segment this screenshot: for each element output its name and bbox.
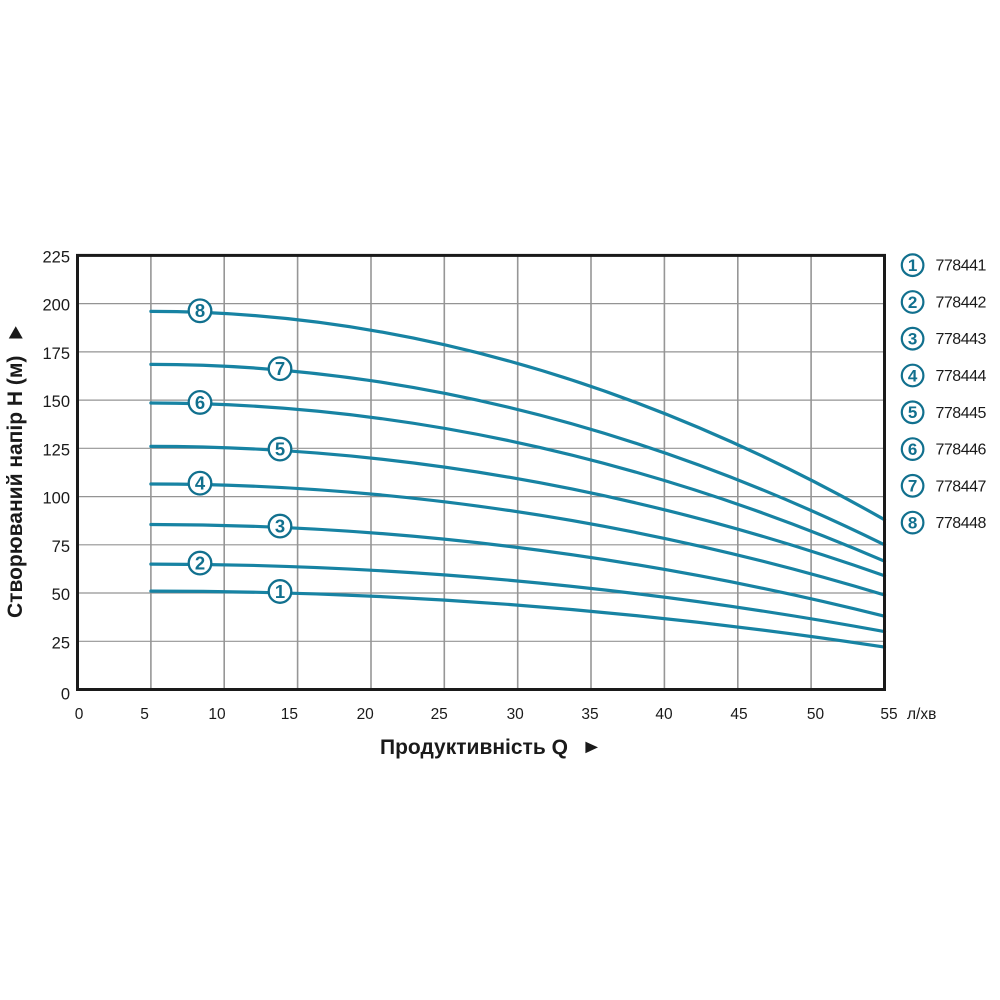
svg-text:75: 75 xyxy=(52,538,70,556)
svg-text:2: 2 xyxy=(908,293,917,312)
svg-text:45: 45 xyxy=(730,706,747,723)
svg-text:4: 4 xyxy=(195,473,206,494)
svg-text:778443: 778443 xyxy=(936,331,987,348)
svg-text:225: 225 xyxy=(42,249,70,267)
svg-text:100: 100 xyxy=(42,490,70,508)
svg-text:778445: 778445 xyxy=(936,405,987,422)
svg-text:20: 20 xyxy=(357,706,375,723)
svg-text:778444: 778444 xyxy=(936,368,987,385)
svg-text:8: 8 xyxy=(195,300,205,321)
svg-text:55: 55 xyxy=(880,706,897,723)
svg-text:4: 4 xyxy=(908,366,918,385)
svg-text:15: 15 xyxy=(281,706,298,723)
svg-text:778441: 778441 xyxy=(936,258,987,275)
svg-text:50: 50 xyxy=(52,586,70,604)
svg-text:1: 1 xyxy=(908,256,917,275)
svg-text:150: 150 xyxy=(42,393,70,411)
svg-text:Продуктивність Q: Продуктивність Q xyxy=(380,736,568,759)
svg-text:6: 6 xyxy=(195,392,205,413)
svg-text:Створюваний напір Н (м): Створюваний напір Н (м) xyxy=(4,356,27,618)
svg-text:1: 1 xyxy=(275,581,285,602)
svg-text:30: 30 xyxy=(507,706,525,723)
svg-text:40: 40 xyxy=(655,706,673,723)
svg-text:778446: 778446 xyxy=(936,442,987,459)
svg-text:35: 35 xyxy=(581,706,598,723)
svg-text:5: 5 xyxy=(275,439,285,460)
svg-text:5: 5 xyxy=(140,706,149,723)
svg-text:125: 125 xyxy=(42,441,70,459)
svg-text:7: 7 xyxy=(908,477,917,496)
svg-text:3: 3 xyxy=(275,516,285,537)
svg-text:0: 0 xyxy=(61,686,70,704)
svg-text:200: 200 xyxy=(42,297,70,315)
svg-text:5: 5 xyxy=(908,403,917,422)
svg-text:0: 0 xyxy=(75,706,84,723)
svg-text:50: 50 xyxy=(807,706,825,723)
svg-text:175: 175 xyxy=(42,345,70,363)
svg-text:25: 25 xyxy=(52,634,70,652)
svg-text:10: 10 xyxy=(208,706,226,723)
svg-text:3: 3 xyxy=(908,330,917,349)
svg-text:2: 2 xyxy=(195,553,205,574)
svg-text:778447: 778447 xyxy=(936,479,987,496)
svg-text:778448: 778448 xyxy=(936,515,987,532)
svg-text:25: 25 xyxy=(431,706,448,723)
svg-text:6: 6 xyxy=(908,440,917,459)
svg-text:л/хв: л/хв xyxy=(907,706,936,723)
svg-text:8: 8 xyxy=(908,514,917,533)
svg-text:7: 7 xyxy=(275,358,285,379)
svg-text:778442: 778442 xyxy=(936,295,987,312)
